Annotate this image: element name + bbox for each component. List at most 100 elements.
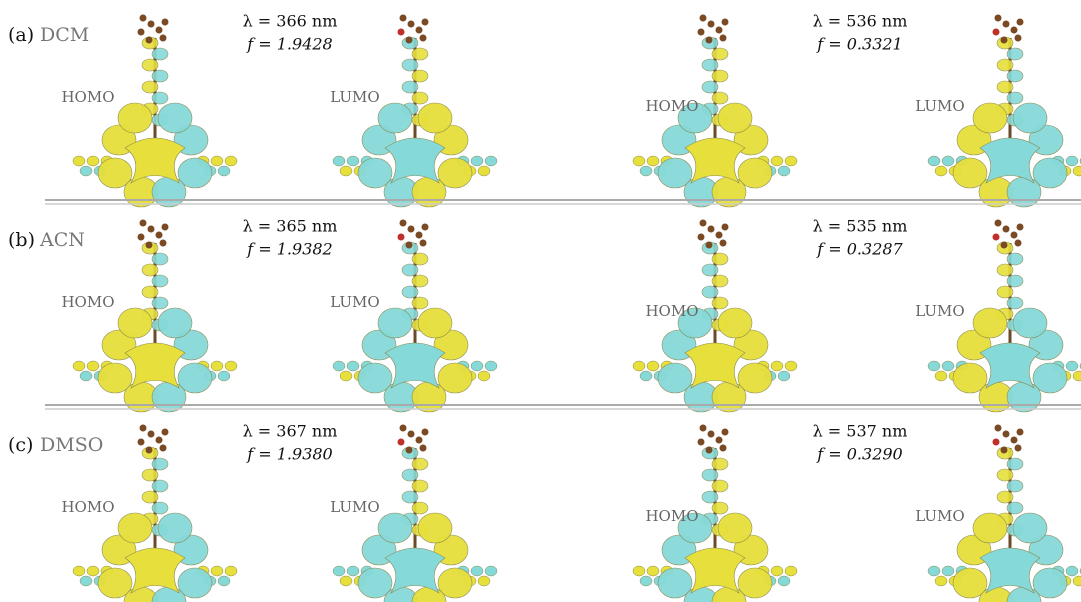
atom [397,28,405,36]
orbital-lobe [1012,512,1048,544]
panel-label: (c) [8,434,33,456]
atom [137,233,145,241]
orbital-lobe [151,47,169,61]
orbital-label: LUMO [330,88,379,106]
orbital-lobe [934,370,948,382]
atom [1016,18,1024,26]
orbital-lobe [1006,274,1024,288]
atom [1014,444,1022,452]
atom [137,438,145,446]
orbital-lobe [477,165,491,177]
orbital-lobe [217,165,231,177]
orbital-lobe [927,155,941,167]
atom [994,219,1002,227]
orbital-lobe [151,501,169,515]
orbital-lobe [717,307,753,339]
orbital-lobe [952,362,988,394]
orbital-lobe [97,157,133,189]
atom [407,20,415,28]
atom [1000,446,1008,454]
molecule [927,219,1081,413]
orbital-lobe [639,165,653,177]
orbital-lobe [79,165,93,177]
orbital-lobe [97,567,133,599]
orbital-lobe [477,575,491,587]
orbital-lobe [657,567,693,599]
atom [699,424,707,432]
orbital-lobe [952,567,988,599]
orbital-label: HOMO [61,498,114,516]
orbital-lobe [646,360,660,372]
orbital-lobe [117,307,153,339]
atom [419,34,427,42]
orbital-lobe [411,274,429,288]
orbital-lobe [1006,296,1024,310]
orbital-lobe [996,58,1014,72]
orbital-lobe [1032,157,1068,189]
orbital-lobe [701,468,719,482]
atom [397,438,405,446]
atom [421,223,429,231]
molecule [72,14,238,208]
orbital-lobe [151,176,187,208]
orbital-lobe [996,285,1014,299]
atom [719,444,727,452]
orbital-lobe [437,362,473,394]
atom [992,233,1000,241]
orbital-lobe [224,360,238,372]
atom [1002,430,1010,438]
orbital-lobe [979,137,1041,184]
orbital-lobe [117,102,153,134]
orbital-lobe [972,512,1008,544]
wavelength: λ = 537 nm [813,422,908,441]
orbital-lobe [784,155,798,167]
atom [399,14,407,22]
orbital-lobe [401,263,419,277]
atom [1002,225,1010,233]
orbital-lobe [411,69,429,83]
atom [1014,34,1022,42]
orbital-label: HOMO [61,293,114,311]
atom [155,436,163,444]
atom [705,241,713,249]
atom [139,219,147,227]
molecule [632,424,798,602]
orbital-lobe [484,155,498,167]
orbital-lobe [657,362,693,394]
orbital-lobe [684,547,746,594]
orbital-lobe [717,102,753,134]
orbital-label: LUMO [330,498,379,516]
atom [155,26,163,34]
orbital-lobe [117,512,153,544]
atom [1002,20,1010,28]
orbital-lobe [384,342,446,389]
atom [994,424,1002,432]
atom [419,239,427,247]
orbital-lobe [1072,165,1081,177]
orbital-lobe [411,91,429,105]
atom [705,36,713,44]
orbital-lobe [72,360,86,372]
orbital-lobe [484,360,498,372]
orbital-lobe [972,102,1008,134]
atom [1016,223,1024,231]
orbital-lobe [646,565,660,577]
atom [139,424,147,432]
atom [697,233,705,241]
orbital-lobe [639,575,653,587]
orbital-lobe [151,479,169,493]
orbital-lobe [141,80,159,94]
orbital-lobe [151,274,169,288]
orbital-lobe [777,370,791,382]
orbital-lobe [1006,252,1024,266]
orbital-lobe [1006,69,1024,83]
atom [399,219,407,227]
orbital-lobe [996,263,1014,277]
orbital-lobe [377,307,413,339]
orbital-lobe [411,457,429,471]
orbital-lobe [224,155,238,167]
orbital-lobe [677,307,713,339]
orbital-lobe [210,155,224,167]
